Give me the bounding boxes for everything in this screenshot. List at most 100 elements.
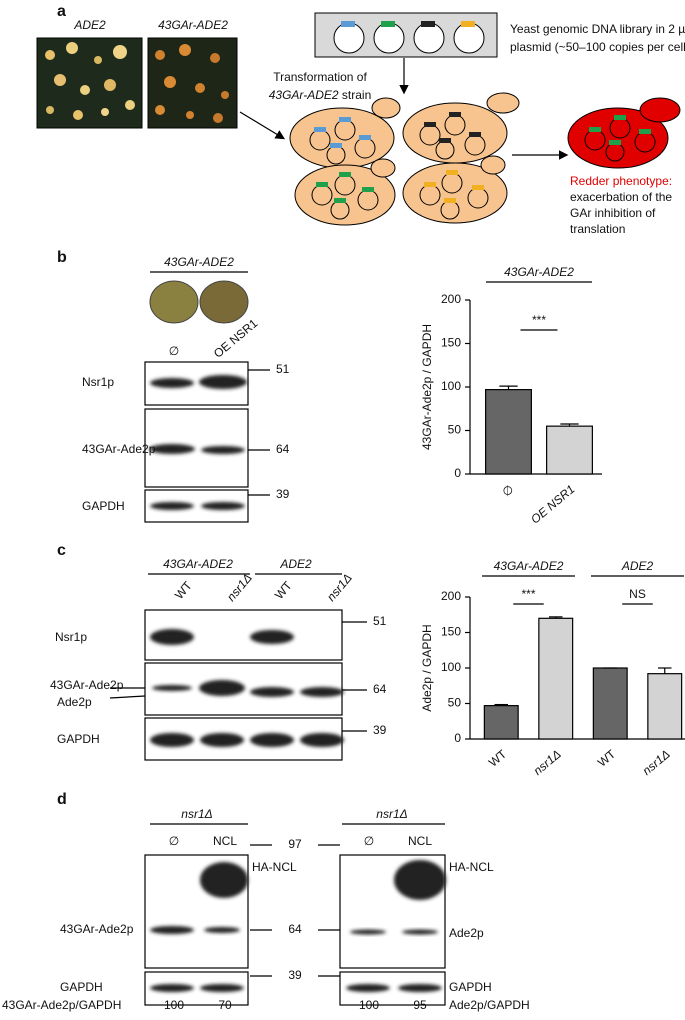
band bbox=[201, 502, 245, 510]
band bbox=[204, 927, 240, 933]
lane-label: WT bbox=[272, 578, 295, 602]
group-label: 43GAr-ADE2 bbox=[494, 559, 564, 573]
marker-label: 51 bbox=[373, 614, 387, 628]
band bbox=[250, 687, 294, 697]
bar bbox=[647, 673, 683, 740]
x-tick-label: nsr1Δ bbox=[531, 747, 564, 778]
band bbox=[152, 685, 192, 691]
blot-label: 43GAr-Ade2p bbox=[50, 678, 124, 692]
bar bbox=[592, 667, 628, 740]
y-tick-label: 100 bbox=[441, 660, 461, 674]
band bbox=[150, 926, 194, 934]
phenotype-title: Redder phenotype: bbox=[570, 174, 672, 188]
lane-label: nsr1Δ bbox=[324, 571, 355, 604]
band bbox=[201, 446, 245, 454]
quant-value: 100 bbox=[359, 998, 379, 1012]
blot-label: GAPDH bbox=[57, 732, 100, 746]
panel-label: a bbox=[57, 3, 66, 20]
significance-label: *** bbox=[521, 587, 535, 601]
y-tick-label: 50 bbox=[448, 696, 462, 710]
panel-label: d bbox=[57, 791, 67, 808]
band bbox=[398, 984, 442, 992]
strain-label: 43GAr-ADE2 bbox=[164, 255, 234, 269]
band bbox=[300, 687, 344, 697]
band bbox=[250, 630, 294, 644]
blot-label: GAPDH bbox=[60, 980, 103, 994]
x-tick-label: nsr1Δ bbox=[640, 747, 673, 778]
band bbox=[150, 629, 194, 645]
phenotype-text: translation bbox=[570, 222, 625, 236]
library-box bbox=[314, 12, 498, 58]
marker-label: 39 bbox=[288, 968, 302, 982]
band bbox=[346, 984, 390, 992]
bar bbox=[483, 705, 519, 740]
plate-image bbox=[199, 280, 249, 324]
band bbox=[350, 929, 386, 935]
band bbox=[402, 929, 438, 935]
quant-value: 70 bbox=[218, 998, 232, 1012]
blot-label: 43GAr-Ade2p bbox=[82, 442, 156, 456]
plate-label: ADE2 bbox=[73, 18, 106, 32]
marker-label: 39 bbox=[373, 723, 387, 737]
band bbox=[150, 984, 194, 992]
lane-label: WT bbox=[172, 578, 195, 602]
group-label: 43GAr-ADE2 bbox=[504, 265, 574, 279]
bar bbox=[546, 425, 593, 475]
quant-value: 95 bbox=[413, 998, 427, 1012]
blot-label: Nsr1p bbox=[82, 375, 114, 389]
panel-label: c bbox=[57, 542, 66, 559]
lane-label: nsr1Δ bbox=[224, 571, 255, 604]
lane-label: ∅ bbox=[169, 344, 179, 358]
significance-label: *** bbox=[532, 313, 546, 327]
marker-label: 64 bbox=[373, 682, 387, 696]
lane-label: NCL bbox=[213, 834, 237, 848]
significance-label: NS bbox=[629, 587, 646, 601]
plate-image bbox=[147, 37, 238, 129]
blot-label: 43GAr-Ade2p bbox=[60, 922, 134, 936]
plate-label: 43GAr-ADE2 bbox=[158, 18, 228, 32]
group-label: ADE2 bbox=[621, 559, 654, 573]
blot-label: HA-NCL bbox=[252, 860, 297, 874]
bar bbox=[538, 617, 574, 740]
panel-label: b bbox=[57, 249, 67, 266]
library-text: Yeast genomic DNA library in 2 µ bbox=[510, 22, 685, 36]
yeast-cells bbox=[289, 92, 681, 226]
library-text: plasmid (~50–100 copies per cell) bbox=[510, 40, 685, 54]
strain-label: ADE2 bbox=[279, 557, 312, 571]
band bbox=[200, 733, 244, 747]
band-pointer bbox=[109, 695, 146, 699]
phenotype-text: exacerbation of the bbox=[570, 190, 672, 204]
y-tick-label: 0 bbox=[454, 731, 461, 745]
band bbox=[199, 680, 245, 696]
y-tick-label: 100 bbox=[441, 379, 461, 393]
strain-word: strain bbox=[339, 88, 372, 102]
y-tick-label: 200 bbox=[441, 292, 461, 306]
quant-label: 43GAr-Ade2p/GAPDH bbox=[2, 998, 121, 1012]
blot-label: GAPDH bbox=[449, 980, 492, 994]
y-tick-label: 200 bbox=[441, 589, 461, 603]
band bbox=[150, 733, 194, 747]
band bbox=[199, 375, 247, 389]
band bbox=[394, 860, 446, 900]
band bbox=[200, 862, 248, 898]
strain-label: nsr1Δ bbox=[181, 807, 212, 821]
y-axis-label: 43GAr-Ade2p / GAPDH bbox=[420, 324, 434, 450]
band bbox=[149, 444, 195, 454]
strain: 43GAr-ADE2 bbox=[269, 88, 339, 102]
y-tick-label: 150 bbox=[441, 625, 461, 639]
band bbox=[150, 378, 194, 388]
blot-label: Ade2p bbox=[57, 695, 92, 709]
band bbox=[150, 502, 194, 510]
quant-label: Ade2p/GAPDH bbox=[449, 998, 530, 1012]
band bbox=[200, 984, 244, 992]
lane-label: ∅ bbox=[169, 834, 179, 848]
lane-label: NCL bbox=[408, 834, 432, 848]
marker-label: 64 bbox=[276, 442, 290, 456]
transformation-text: Transformation of bbox=[273, 70, 367, 84]
plate-image bbox=[149, 280, 199, 324]
blot-label: HA-NCL bbox=[449, 860, 494, 874]
blot-label: GAPDH bbox=[82, 499, 125, 513]
lane-label: ∅ bbox=[364, 834, 374, 848]
